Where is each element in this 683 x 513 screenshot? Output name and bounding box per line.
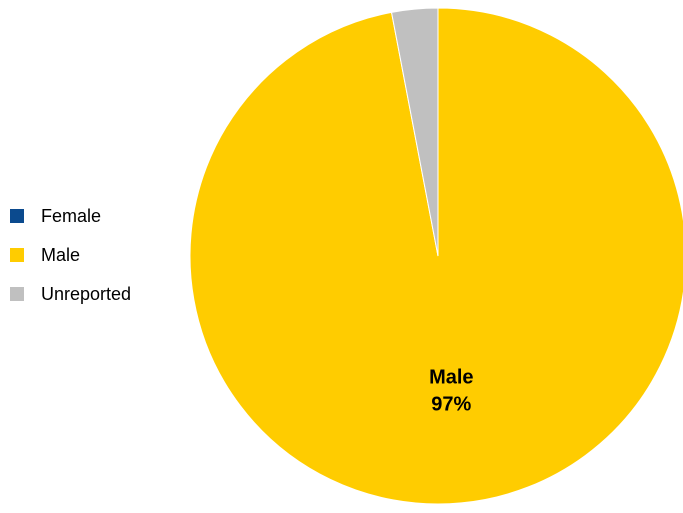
legend-item-female: Female — [10, 206, 101, 226]
legend-label-female: Female — [41, 206, 101, 226]
legend-item-male: Male — [10, 245, 80, 265]
legend-swatch-female — [10, 209, 24, 223]
pie-slices — [190, 8, 683, 504]
legend-swatch-male — [10, 248, 24, 262]
chart-legend: Female Male Unreported — [10, 206, 131, 304]
legend-swatch-unreported — [10, 287, 24, 301]
legend-label-unreported: Unreported — [41, 284, 131, 304]
legend-item-unreported: Unreported — [10, 284, 131, 304]
legend-label-male: Male — [41, 245, 80, 265]
